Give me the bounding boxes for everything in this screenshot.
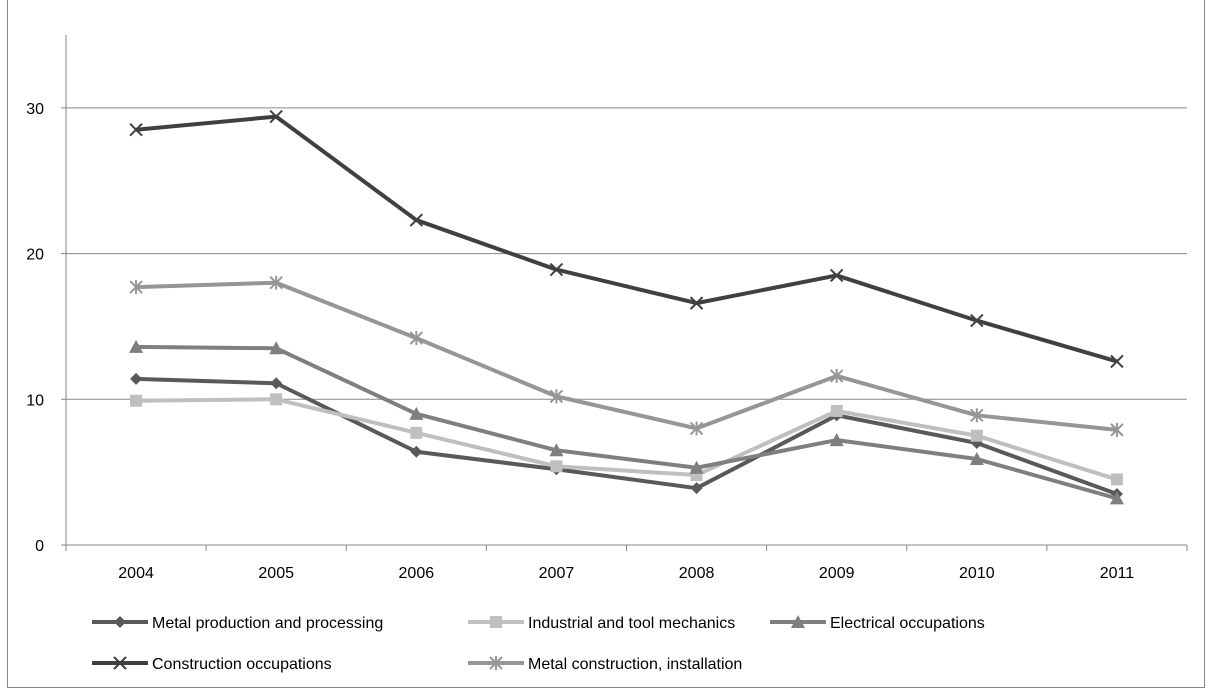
data-point-series-3 [129,339,144,353]
series-line-2 [136,397,1118,482]
y-tick-label: 20 [26,247,44,264]
data-point-series-3 [969,452,984,466]
series-line-4 [135,114,1118,364]
legend-marker-4 [113,656,127,670]
data-point-series-5 [1110,422,1124,437]
data-point-series-3 [409,406,424,420]
data-point-series-4 [269,109,283,124]
x-tick-label: 2005 [258,565,294,582]
data-point-series-2 [550,460,563,473]
data-point-series-2 [410,426,423,439]
legend-label-2: Industrial and tool mechanics [528,615,735,632]
y-tick-label: 10 [26,392,44,409]
x-tick-label: 2006 [399,565,435,582]
x-tick-label: 2007 [539,565,575,582]
x-tick-label: 2008 [679,565,715,582]
legend-marker-3 [791,615,805,628]
data-point-series-2 [1110,473,1123,486]
data-point-series-3 [269,341,284,355]
data-point-series-2 [130,394,143,407]
series-line-5 [136,280,1118,432]
y-tick-label: 30 [26,101,44,118]
data-point-series-1 [270,377,283,390]
data-point-series-3 [549,443,564,457]
x-tick-label: 2009 [819,565,855,582]
data-point-series-4 [1110,354,1124,369]
data-point-series-4 [409,213,424,227]
data-point-series-5 [409,331,424,346]
data-point-series-5 [829,368,844,383]
legend-label-3: Electrical occupations [830,615,985,632]
data-point-series-4 [549,262,564,277]
data-point-series-3 [689,460,704,474]
legend-marker-2 [490,616,502,628]
data-point-series-3 [1109,491,1124,505]
data-point-series-5 [549,389,564,404]
legend-marker-1 [114,616,126,628]
legend-marker-5 [489,656,503,670]
legend-label-5: Metal construction, installation [528,656,742,673]
data-point-series-1 [130,372,143,385]
data-point-series-3 [829,433,844,447]
chart-frame [7,0,1205,688]
y-tick-label: 0 [35,538,44,555]
x-tick-label: 2010 [959,565,995,582]
series-line-1 [136,376,1118,496]
data-point-series-4 [129,123,143,137]
data-point-series-1 [690,482,703,495]
series-line-3 [136,344,1118,501]
legend-label-1: Metal production and processing [152,615,383,632]
data-point-series-4 [689,296,704,310]
data-point-series-2 [830,404,843,417]
data-point-series-4 [829,268,844,283]
data-point-series-5 [269,275,283,290]
data-point-series-5 [970,408,984,423]
x-tick-label: 2011 [1100,565,1135,582]
data-point-series-5 [689,421,704,436]
data-point-series-1 [410,445,423,458]
legend-label-4: Construction occupations [152,656,332,673]
x-tick-label: 2004 [118,565,154,582]
data-point-series-2 [970,429,983,442]
data-point-series-2 [270,393,283,406]
data-point-series-4 [970,313,984,328]
data-point-series-5 [129,280,143,295]
